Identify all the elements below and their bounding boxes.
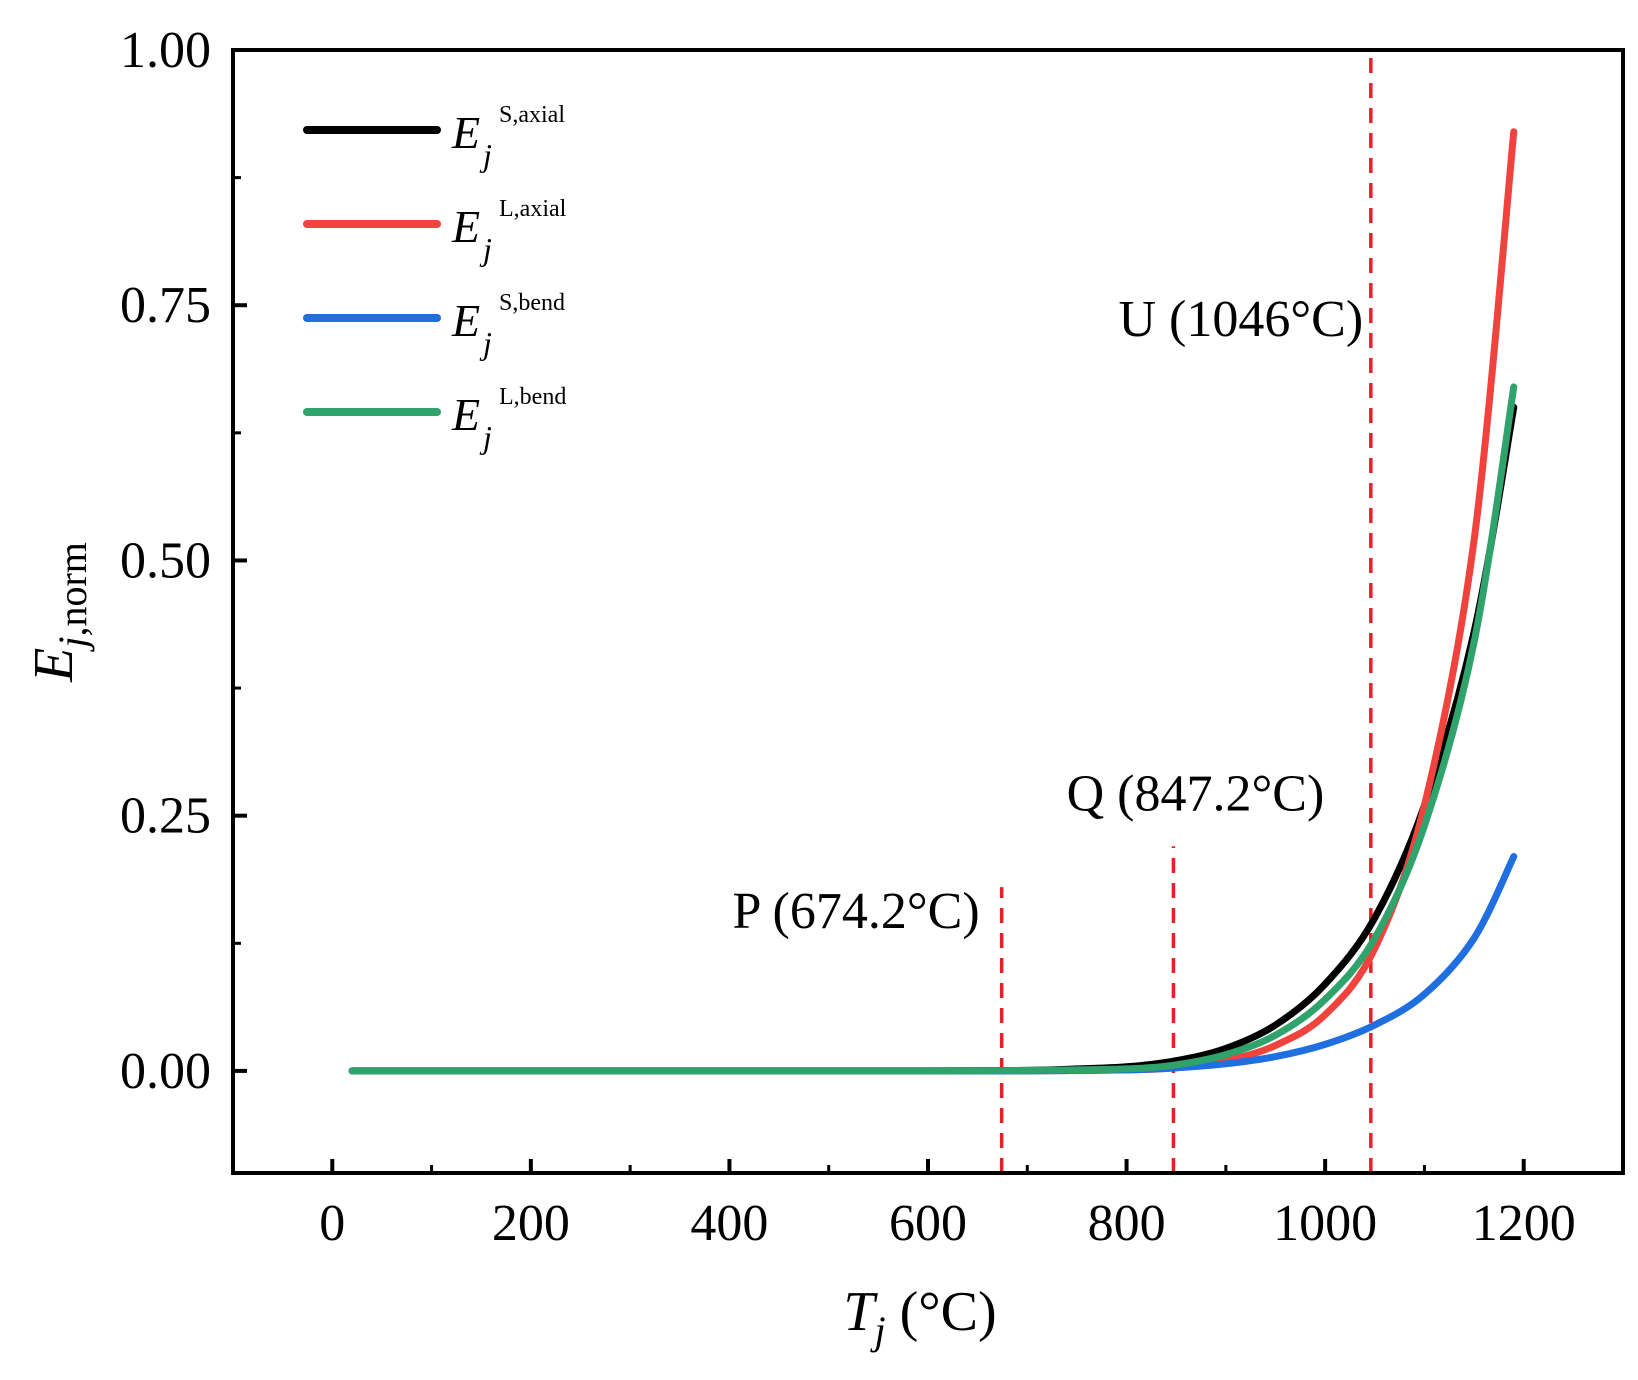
series-line-S-axial bbox=[348, 403, 1518, 1075]
x-tick-label: 400 bbox=[690, 1195, 768, 1252]
series-lines bbox=[348, 128, 1518, 1075]
vline-label-1: Q (847.2°C) bbox=[1067, 766, 1325, 823]
y-axis-title: Ej,norm bbox=[23, 542, 95, 683]
x-tick-label: 1200 bbox=[1472, 1195, 1576, 1252]
vline-label-0: P (674.2°C) bbox=[733, 883, 980, 940]
legend-label-sup: L,axial bbox=[499, 196, 567, 222]
legend-label-sub: j bbox=[479, 325, 492, 361]
y-tick-label: 1.00 bbox=[120, 22, 211, 79]
legend-label-sub: j bbox=[479, 137, 492, 173]
y-tick-label: 0.25 bbox=[120, 788, 211, 845]
legend-label-main: E bbox=[451, 201, 480, 252]
legend-label-sup: L,bend bbox=[499, 384, 566, 410]
series-line-L-bend bbox=[348, 383, 1518, 1075]
y-tick-label: 0.00 bbox=[120, 1043, 211, 1100]
x-axis-title: Tj (°C) bbox=[843, 1281, 996, 1353]
legend-label-sup: S,axial bbox=[499, 102, 565, 128]
x-tick-label: 200 bbox=[492, 1195, 570, 1252]
legend-label-sup: S,bend bbox=[499, 290, 565, 316]
legend-label-main: E bbox=[451, 107, 480, 158]
y-tick-label: 0.75 bbox=[120, 277, 211, 334]
legend-label-main: E bbox=[451, 389, 480, 440]
legend-label-sub: j bbox=[479, 231, 492, 267]
x-tick-label: 800 bbox=[1088, 1195, 1166, 1252]
x-tick-label: 0 bbox=[319, 1195, 345, 1252]
annotations: P (674.2°C) Q (847.2°C) U (1046°C) bbox=[733, 291, 1364, 940]
axes: 0 200 400 600 800 1000 1200 0.00 0.25 0.50 0.75 1.0… bbox=[23, 22, 1625, 1353]
legend-label-sub: j bbox=[479, 419, 492, 455]
reference-lines bbox=[999, 50, 1373, 1173]
y-tick-label: 0.50 bbox=[120, 532, 211, 589]
x-tick-label: 600 bbox=[889, 1195, 967, 1252]
vline-label-2: U (1046°C) bbox=[1118, 291, 1363, 348]
x-tick-label: 1000 bbox=[1273, 1195, 1377, 1252]
legend-label-main: E bbox=[451, 295, 480, 346]
